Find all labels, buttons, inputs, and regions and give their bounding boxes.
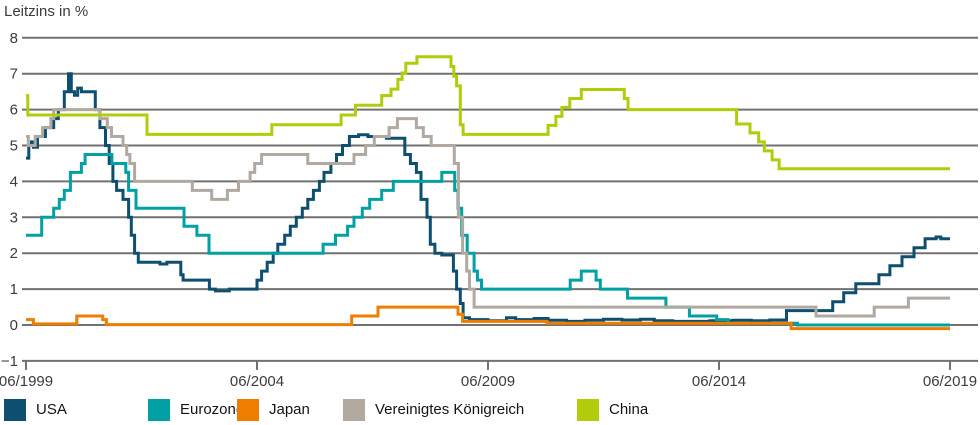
gridlines — [22, 36, 978, 362]
chart-legend: USA Eurozone Japan Vereinigtes Königreic… — [0, 398, 980, 422]
legend-label-japan: Japan — [269, 401, 310, 418]
legend-label-uk: Vereinigtes Königreich — [375, 401, 525, 418]
y-tick-label-5: 5 — [10, 138, 18, 155]
x-tick-label-06/2009: 06/2009 — [461, 373, 515, 390]
series-line-japan — [26, 305, 950, 331]
legend-swatch-usa — [4, 398, 26, 421]
series-line-usa — [26, 72, 950, 323]
legend-swatch-japan — [237, 398, 259, 421]
y-tick-label-1: 1 — [10, 281, 18, 298]
legend-label-eurozone: Eurozone — [180, 401, 245, 418]
series-line-china — [26, 55, 950, 171]
legend-item-japan: Japan — [237, 398, 310, 421]
y-tick-label-8: 8 — [10, 30, 18, 47]
legend-item-china: China — [577, 398, 648, 421]
x-tick-label-06/2004: 06/2004 — [230, 373, 284, 390]
legend-item-usa: USA — [4, 398, 67, 421]
y-tick-label-6: 6 — [10, 102, 18, 119]
y-tick-label--1: −1 — [1, 353, 18, 370]
chart-title: Leitzins in % — [4, 3, 88, 20]
legend-swatch-eurozone — [148, 398, 170, 421]
y-tick-label-7: 7 — [10, 66, 18, 83]
legend-item-uk: Vereinigtes Königreich — [343, 398, 524, 421]
legend-item-eurozone: Eurozone — [148, 398, 244, 421]
x-tick-label-06/2019: 06/2019 — [923, 373, 977, 390]
legend-label-china: China — [609, 401, 649, 418]
legend-swatch-uk — [343, 398, 365, 421]
y-tick-label-0: 0 — [10, 317, 18, 334]
y-tick-label-2: 2 — [10, 245, 18, 262]
x-axis: 06/1999 06/2004 06/2009 06/2014 06/2019 — [0, 360, 977, 390]
series-line-eurozone — [26, 153, 950, 327]
legend-label-usa: USA — [36, 401, 67, 418]
x-tick-label-06/1999: 06/1999 — [0, 373, 53, 390]
x-tick-label-06/2014: 06/2014 — [692, 373, 746, 390]
legend-swatch-china — [577, 398, 599, 421]
series-line-vereinigtes-k-nigreich — [26, 108, 950, 318]
y-tick-label-4: 4 — [10, 173, 18, 190]
y-axis-labels: 8 7 6 5 4 3 2 1 0 −1 — [1, 30, 18, 370]
series-lines — [26, 55, 950, 331]
y-tick-label-3: 3 — [10, 209, 18, 226]
